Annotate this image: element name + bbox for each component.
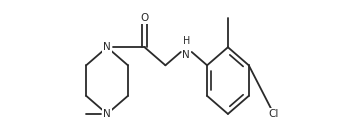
Text: N: N <box>183 50 190 60</box>
Text: O: O <box>140 13 149 23</box>
Text: N: N <box>103 109 111 119</box>
Text: H: H <box>183 36 190 46</box>
Text: Cl: Cl <box>269 109 279 119</box>
Text: N: N <box>103 42 111 52</box>
